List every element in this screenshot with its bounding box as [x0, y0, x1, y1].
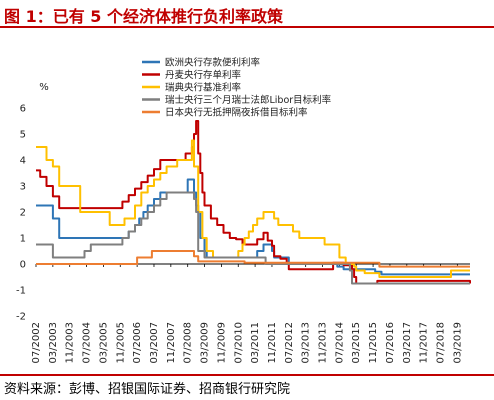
- x-tick-label: 03/2003: [48, 322, 59, 364]
- x-tick-label: 07/2014: [334, 322, 345, 364]
- x-tick-label: 11/2005: [115, 322, 126, 364]
- x-tick-label: 07/2004: [82, 322, 93, 364]
- legend-label: 瑞典央行基准利率: [165, 82, 242, 94]
- y-axis-label: %: [39, 82, 49, 93]
- y-tick-label: -1: [16, 286, 26, 297]
- y-tick-label: 0: [20, 260, 26, 271]
- y-tick-label: -2: [16, 312, 26, 323]
- legend-label: 瑞士央行三个月瑞士法郎Libor目标利率: [165, 94, 332, 106]
- y-tick-label: 2: [20, 208, 26, 219]
- x-tick-label: 11/2009: [216, 322, 227, 364]
- x-tick-label: 03/2011: [250, 322, 261, 364]
- footer-divider: [0, 374, 494, 376]
- y-tick-label: 4: [20, 156, 26, 167]
- x-tick-label: 07/2018: [436, 322, 447, 364]
- x-tick-label: 11/2007: [166, 322, 177, 364]
- y-tick-label: 3: [20, 182, 26, 193]
- x-tick-label: 11/2003: [65, 322, 76, 364]
- figure-title: 图 1：已有 5 个经济体推行负利率政策: [4, 7, 283, 26]
- x-tick-label: 07/2016: [385, 322, 396, 364]
- x-tick-label: 03/2017: [402, 322, 413, 364]
- x-tick-label: 07/2006: [132, 322, 143, 364]
- x-tick-label: 11/2017: [419, 322, 430, 364]
- x-tick-label: 07/2010: [233, 322, 244, 364]
- y-tick-label: 6: [20, 104, 26, 115]
- x-tick-label: 07/2012: [284, 322, 295, 364]
- x-tick-label: 07/2008: [183, 322, 194, 364]
- x-tick-label: 11/2011: [267, 322, 278, 364]
- series-line-japan: [36, 250, 470, 268]
- x-tick-label: 07/2002: [31, 322, 42, 364]
- x-tick-label: 03/2005: [98, 322, 109, 364]
- legend-label: 丹麦央行存单利率: [165, 69, 242, 81]
- legend-label: 日本央行无抵押隔夜拆借目标利率: [165, 107, 308, 119]
- series-line-swiss: [36, 191, 470, 285]
- title-bar: 图 1：已有 5 个经济体推行负利率政策: [0, 0, 494, 28]
- legend-label: 欧洲央行存款便利利率: [165, 57, 261, 69]
- y-tick-label: 5: [20, 130, 26, 141]
- x-tick-label: 11/2015: [368, 322, 379, 364]
- x-tick-label: 03/2009: [200, 322, 211, 364]
- y-tick-label: 1: [20, 234, 26, 245]
- x-tick-label: 11/2013: [318, 322, 329, 364]
- series-line-denmark: [36, 120, 471, 285]
- x-tick-label: 03/2007: [149, 322, 160, 364]
- x-tick-label: 03/2015: [351, 322, 362, 364]
- line-chart: -2 -1 0 1 2 3 4 5 6% 07/2002 03/2003 11/2003 07/2004…: [16, 57, 471, 364]
- x-tick-label: 03/2019: [452, 322, 463, 364]
- source-note: 资料来源：彭博、招银国际证券、招商银行研究院: [4, 382, 291, 397]
- x-tick-label: 03/2013: [301, 322, 312, 364]
